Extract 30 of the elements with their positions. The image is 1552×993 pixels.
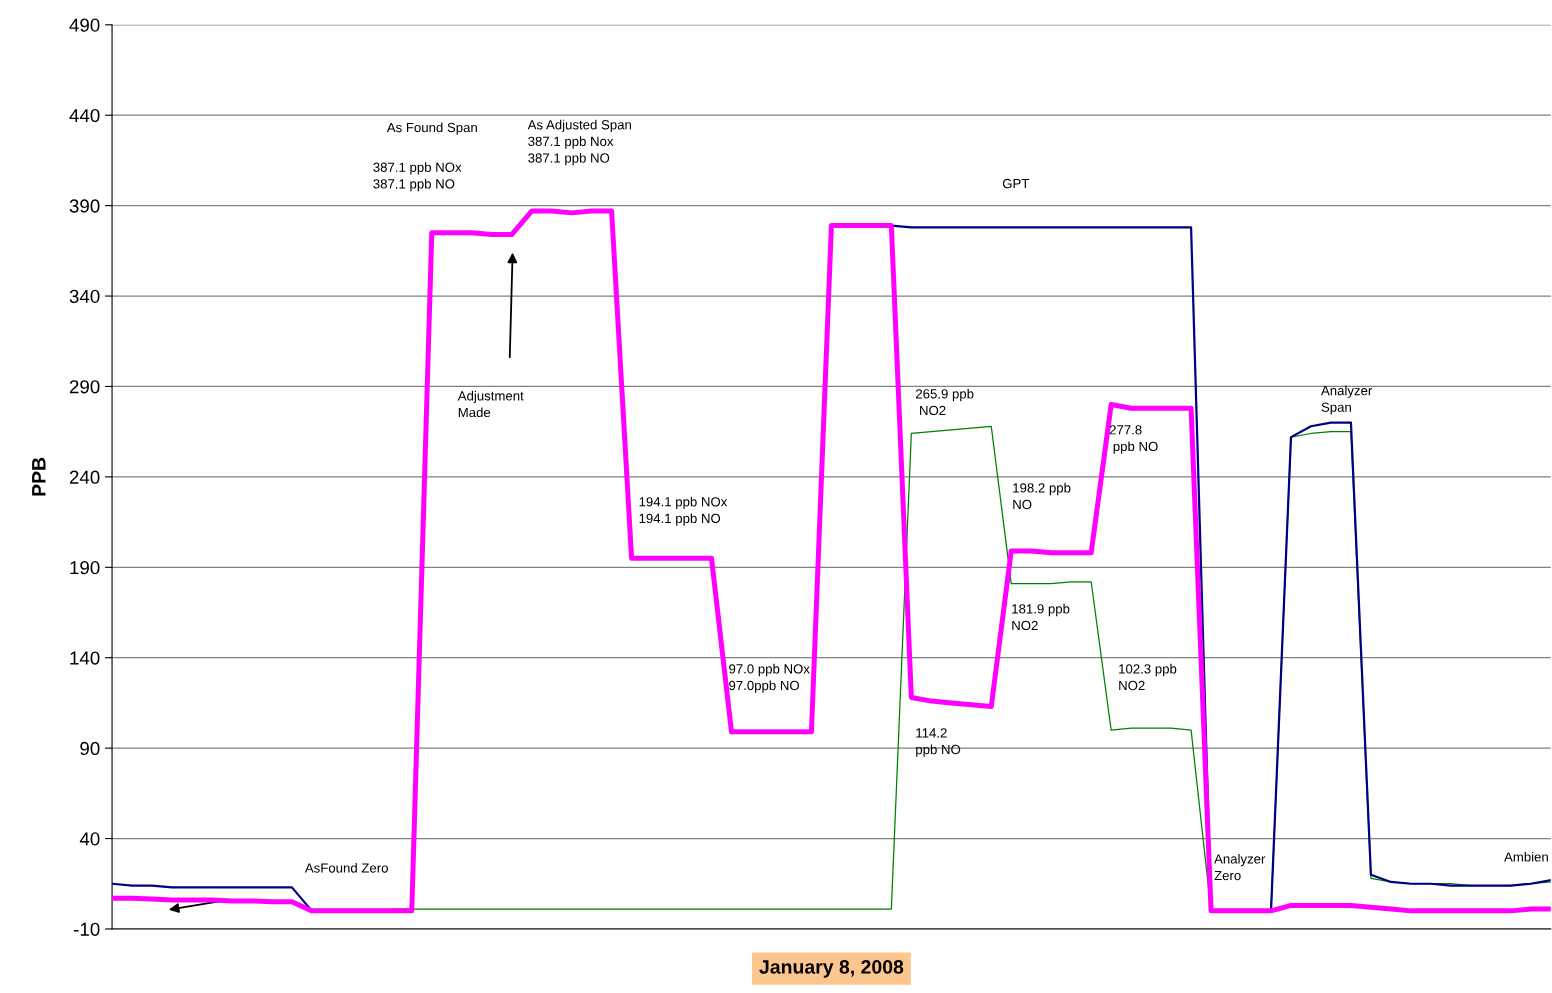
annotation: 277.8 ppb NO — [1109, 425, 1158, 454]
y-tick-label: 490 — [69, 18, 100, 32]
y-tick-label: 290 — [69, 380, 100, 394]
annotation: 387.1 ppb NOx 387.1 ppb NO — [373, 162, 462, 192]
annotation: 97.0 ppb NOx 97.0ppb NO — [729, 663, 810, 693]
x-axis-title: January 8, 2008 — [759, 960, 904, 978]
annotation: 102.3 ppb NO2 — [1119, 663, 1177, 691]
annotation: As Adjusted Span 387.1 ppb Nox 387.1 ppb NO — [527, 119, 631, 166]
annotation: Analyzer Zero — [1214, 853, 1266, 881]
y-tick-label: 190 — [70, 561, 100, 575]
y-tick-label: 340 — [69, 289, 100, 304]
annotation: As Found Span — [386, 122, 477, 135]
y-tick-label: -10 — [73, 922, 100, 936]
y-tick-label: 40 — [79, 832, 100, 846]
y-tick-label: 90 — [80, 741, 100, 756]
annotation: GPT — [1002, 178, 1030, 189]
annotation: AsFound Zero — [304, 862, 388, 873]
annotation: Ambien — [1504, 851, 1548, 862]
y-tick-label: 240 — [69, 470, 100, 484]
annotation: 181.9 ppb NO2 — [1012, 603, 1070, 631]
annotation: Analyzer Span — [1320, 385, 1373, 415]
y-tick-label: 390 — [69, 199, 100, 213]
y-tick-label: 440 — [69, 108, 100, 123]
y-tick-label: 140 — [70, 651, 100, 665]
y-axis-title: PPB — [32, 457, 46, 496]
annotation: 114.2 ppb NO — [916, 728, 961, 757]
annotation: Adjustment Made — [457, 390, 524, 418]
annotation: 194.1 ppb NOx 194.1 ppb NO — [639, 496, 728, 526]
annotation: 198.2 ppb NO — [1013, 482, 1071, 510]
annotation: 265.9 ppb NO2 — [915, 388, 974, 416]
